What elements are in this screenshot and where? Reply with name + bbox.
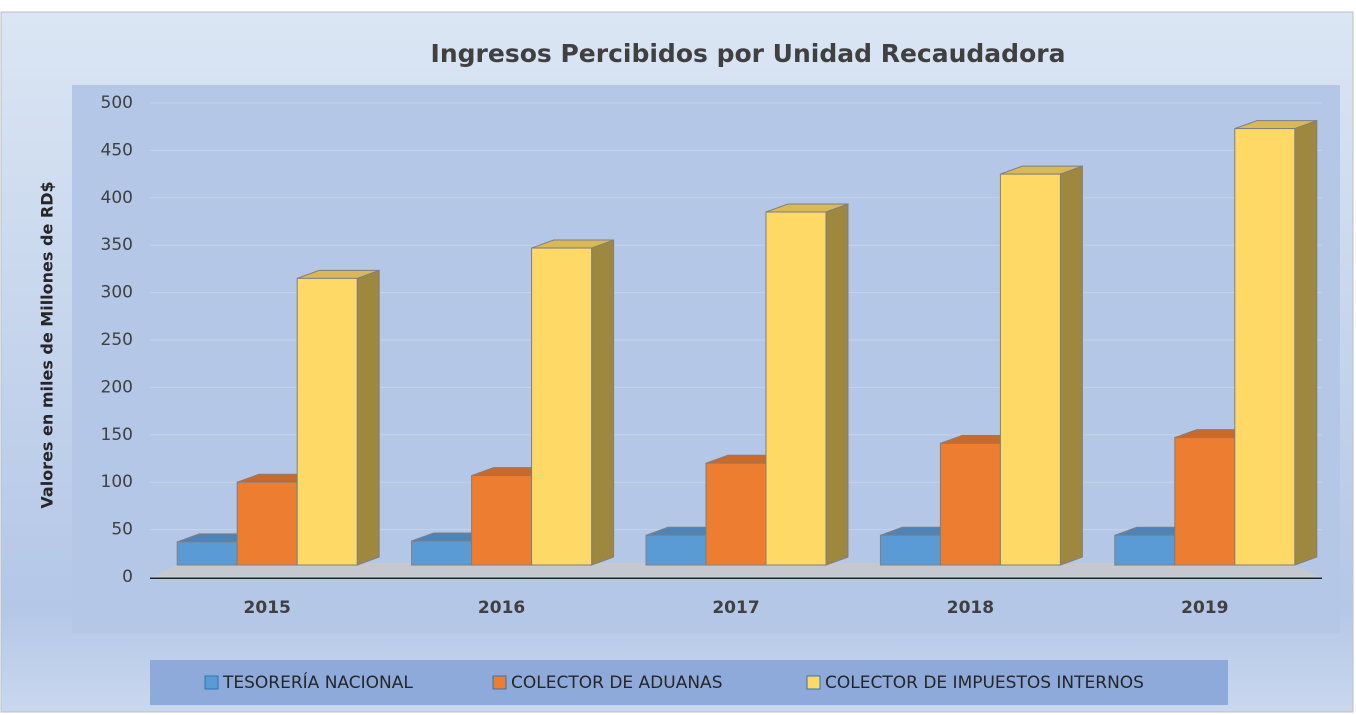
bar <box>999 173 1061 566</box>
x-tick-label: 2017 <box>712 598 759 618</box>
bar <box>471 475 533 566</box>
y-axis-title: Valores en miles de Millones de RD$ <box>38 181 57 508</box>
legend-swatch <box>492 675 507 690</box>
legend <box>150 660 1228 705</box>
y-tick-label: 50 <box>111 520 133 540</box>
bar <box>765 211 827 566</box>
y-tick-label: 400 <box>101 188 133 208</box>
bar <box>1234 128 1296 566</box>
bar <box>879 534 941 566</box>
bar <box>411 540 473 566</box>
x-tick-label: 2016 <box>478 598 525 618</box>
bar <box>645 534 707 566</box>
bar-side <box>1059 165 1083 566</box>
legend-label: COLECTOR DE ADUANAS <box>511 673 722 693</box>
x-tick-label: 2019 <box>1181 598 1228 618</box>
y-tick-label: 250 <box>101 330 133 350</box>
y-tick-label: 100 <box>101 472 133 492</box>
bar <box>939 442 1001 566</box>
y-tick-label: 200 <box>101 377 133 397</box>
bar <box>296 277 358 566</box>
legend-swatch <box>204 675 219 690</box>
bar <box>1114 534 1176 566</box>
y-tick-label: 500 <box>101 93 133 113</box>
bar-side <box>1294 119 1318 566</box>
y-tick-label: 450 <box>101 140 133 160</box>
floor <box>150 563 1322 578</box>
y-tick-label: 300 <box>101 283 133 303</box>
y-tick-label: 0 <box>122 567 133 587</box>
bar <box>176 541 238 566</box>
bar-side <box>356 269 380 566</box>
chart-title: Ingresos Percibidos por Unidad Recaudado… <box>431 39 1066 68</box>
legend-label: COLECTOR DE IMPUESTOS INTERNOS <box>825 673 1144 693</box>
bar <box>705 462 767 566</box>
x-tick-label: 2018 <box>947 598 994 618</box>
bar <box>1174 437 1236 566</box>
y-tick-label: 150 <box>101 425 133 445</box>
bar-side <box>825 203 849 566</box>
x-tick-label: 2015 <box>244 598 291 618</box>
bar-side <box>591 239 615 566</box>
legend-label: TESORERÍA NACIONAL <box>222 671 413 693</box>
bar <box>531 247 593 566</box>
y-tick-label: 350 <box>101 235 133 255</box>
legend-swatch <box>806 675 821 690</box>
bar <box>236 481 298 566</box>
